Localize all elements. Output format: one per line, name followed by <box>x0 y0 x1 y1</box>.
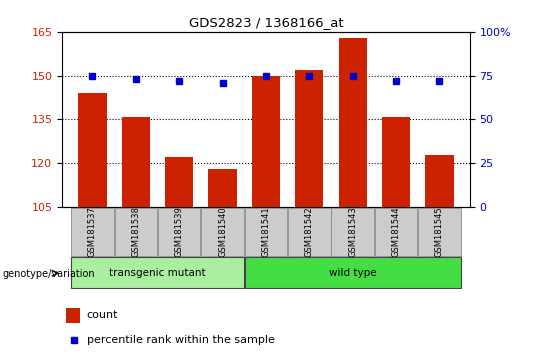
Text: GSM181540: GSM181540 <box>218 206 227 257</box>
FancyBboxPatch shape <box>71 257 244 288</box>
Text: GSM181545: GSM181545 <box>435 206 444 257</box>
Bar <box>426 154 454 207</box>
Text: GSM181544: GSM181544 <box>392 206 401 257</box>
FancyBboxPatch shape <box>332 207 374 256</box>
Bar <box>78 93 106 207</box>
Text: genotype/variation: genotype/variation <box>3 269 96 279</box>
Bar <box>295 70 323 207</box>
FancyBboxPatch shape <box>158 207 200 256</box>
Text: count: count <box>86 310 118 320</box>
Text: GSM181537: GSM181537 <box>88 206 97 257</box>
Title: GDS2823 / 1368166_at: GDS2823 / 1368166_at <box>188 16 343 29</box>
FancyBboxPatch shape <box>71 207 114 256</box>
Text: wild type: wild type <box>329 268 376 278</box>
Text: GSM181539: GSM181539 <box>175 206 184 257</box>
Bar <box>122 116 150 207</box>
Text: percentile rank within the sample: percentile rank within the sample <box>86 335 274 346</box>
Text: GSM181538: GSM181538 <box>131 206 140 257</box>
Text: transgenic mutant: transgenic mutant <box>109 268 206 278</box>
FancyBboxPatch shape <box>418 207 461 256</box>
Text: GSM181541: GSM181541 <box>261 206 271 257</box>
Bar <box>339 38 367 207</box>
FancyBboxPatch shape <box>375 207 417 256</box>
FancyBboxPatch shape <box>288 207 330 256</box>
Text: GSM181542: GSM181542 <box>305 206 314 257</box>
Bar <box>165 158 193 207</box>
Bar <box>252 76 280 207</box>
FancyBboxPatch shape <box>114 207 157 256</box>
Bar <box>382 116 410 207</box>
FancyBboxPatch shape <box>245 257 461 288</box>
FancyBboxPatch shape <box>245 207 287 256</box>
Text: GSM181543: GSM181543 <box>348 206 357 257</box>
FancyBboxPatch shape <box>201 207 244 256</box>
Bar <box>208 169 237 207</box>
Bar <box>66 308 80 323</box>
